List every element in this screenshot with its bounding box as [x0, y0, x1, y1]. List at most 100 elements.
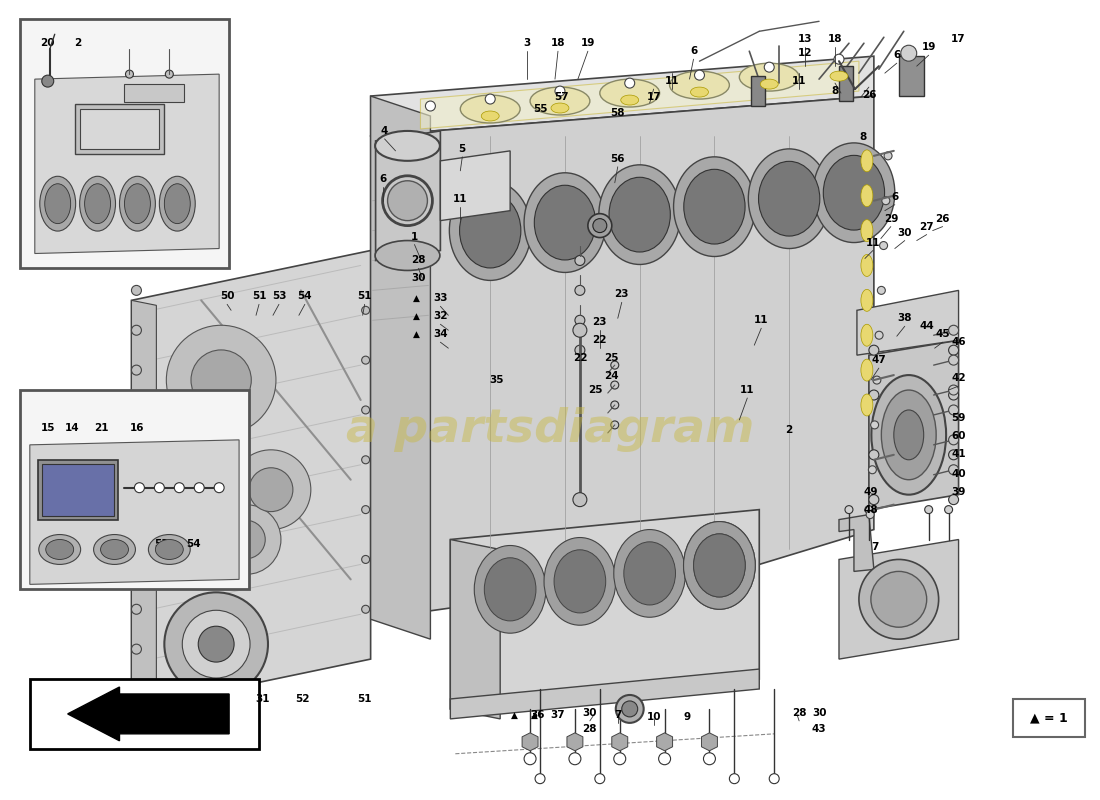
Circle shape	[869, 494, 879, 505]
Circle shape	[132, 286, 142, 295]
Circle shape	[132, 604, 142, 614]
Circle shape	[948, 345, 958, 355]
Circle shape	[945, 506, 953, 514]
Circle shape	[868, 466, 877, 474]
Circle shape	[575, 286, 585, 295]
Circle shape	[154, 482, 164, 493]
Circle shape	[729, 774, 739, 784]
Ellipse shape	[484, 558, 536, 621]
Circle shape	[132, 525, 142, 534]
Bar	[37, 460, 118, 519]
Text: 30: 30	[411, 274, 426, 283]
Ellipse shape	[683, 522, 756, 610]
Bar	[124, 84, 185, 102]
Text: 17: 17	[952, 34, 966, 44]
Circle shape	[214, 482, 224, 493]
Circle shape	[362, 606, 370, 614]
Ellipse shape	[748, 149, 830, 249]
Ellipse shape	[164, 184, 190, 224]
Circle shape	[659, 753, 671, 765]
Circle shape	[362, 406, 370, 414]
Text: 11: 11	[453, 194, 468, 204]
Ellipse shape	[460, 194, 521, 268]
Text: 55: 55	[532, 104, 548, 114]
Text: 54: 54	[297, 291, 312, 302]
Text: 25: 25	[605, 353, 619, 363]
Ellipse shape	[861, 290, 873, 311]
Polygon shape	[869, 340, 958, 510]
Circle shape	[156, 405, 246, 494]
Text: 3: 3	[524, 38, 530, 48]
Polygon shape	[450, 669, 759, 719]
Circle shape	[834, 54, 844, 64]
Ellipse shape	[684, 170, 745, 244]
Ellipse shape	[598, 165, 681, 265]
Ellipse shape	[760, 79, 778, 89]
Polygon shape	[702, 733, 717, 750]
Bar	[20, 19, 229, 269]
Ellipse shape	[160, 176, 195, 231]
Text: 51: 51	[358, 694, 372, 704]
Text: 26: 26	[935, 214, 950, 224]
Circle shape	[132, 565, 142, 574]
Circle shape	[575, 255, 585, 266]
Bar	[30, 679, 258, 749]
Circle shape	[869, 450, 879, 460]
Text: 42: 42	[952, 373, 966, 383]
Polygon shape	[450, 510, 759, 709]
Ellipse shape	[871, 571, 926, 627]
Text: 2: 2	[785, 425, 793, 435]
Circle shape	[485, 94, 495, 104]
Text: 47: 47	[871, 355, 887, 365]
Ellipse shape	[683, 522, 756, 610]
Circle shape	[621, 701, 638, 717]
Circle shape	[901, 46, 916, 61]
Ellipse shape	[624, 542, 675, 605]
Bar	[839, 66, 853, 101]
Text: 26: 26	[861, 90, 876, 100]
Ellipse shape	[861, 324, 873, 346]
Circle shape	[198, 626, 234, 662]
Ellipse shape	[551, 103, 569, 113]
Text: 6: 6	[690, 46, 697, 56]
Polygon shape	[657, 733, 672, 750]
Circle shape	[865, 506, 873, 514]
Circle shape	[845, 506, 853, 514]
Text: 6: 6	[893, 50, 901, 60]
Text: 18: 18	[551, 38, 565, 48]
Ellipse shape	[120, 176, 155, 231]
Text: 46: 46	[952, 338, 966, 347]
Circle shape	[869, 345, 879, 355]
Text: 28: 28	[792, 708, 806, 718]
Circle shape	[948, 465, 958, 474]
Ellipse shape	[620, 95, 639, 105]
Ellipse shape	[79, 176, 116, 231]
Text: 36: 36	[531, 710, 546, 720]
Polygon shape	[566, 733, 583, 750]
Circle shape	[362, 506, 370, 514]
Circle shape	[595, 774, 605, 784]
Circle shape	[166, 326, 276, 435]
Text: 11: 11	[664, 76, 679, 86]
Ellipse shape	[535, 186, 595, 260]
Circle shape	[948, 494, 958, 505]
Circle shape	[625, 78, 635, 88]
Polygon shape	[371, 96, 873, 619]
Ellipse shape	[481, 111, 499, 121]
Circle shape	[616, 695, 644, 723]
Text: 22: 22	[593, 335, 607, 346]
Ellipse shape	[600, 79, 660, 107]
Text: 28: 28	[411, 255, 426, 266]
Polygon shape	[375, 131, 440, 261]
Circle shape	[575, 345, 585, 355]
Circle shape	[134, 482, 144, 493]
Ellipse shape	[823, 155, 884, 230]
Text: 2: 2	[74, 38, 81, 48]
Text: 30: 30	[898, 227, 912, 238]
Text: 14: 14	[65, 423, 79, 433]
Text: 48: 48	[864, 505, 878, 514]
Circle shape	[948, 435, 958, 445]
Circle shape	[873, 376, 881, 384]
Ellipse shape	[694, 534, 745, 597]
Circle shape	[183, 610, 250, 678]
